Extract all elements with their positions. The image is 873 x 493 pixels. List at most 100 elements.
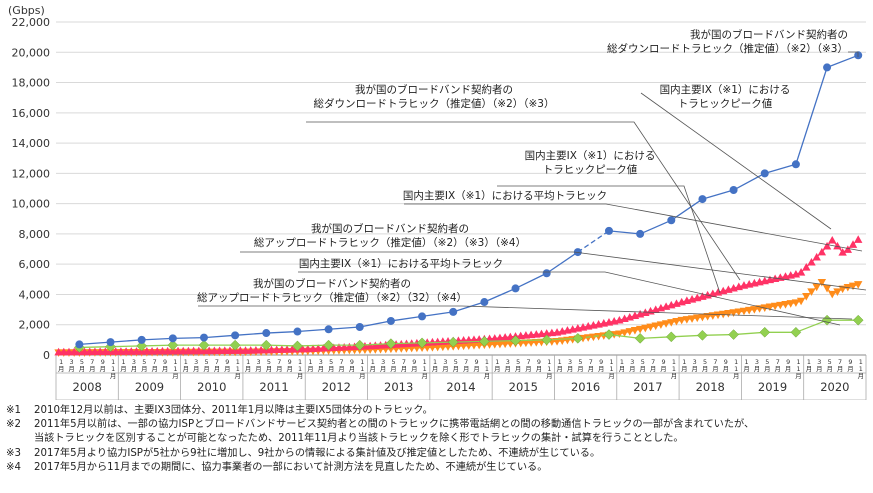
data-point (634, 332, 646, 344)
data-point (625, 328, 634, 336)
year-label: 2016 (571, 380, 600, 394)
data-point (796, 297, 806, 306)
series-segment (390, 315, 423, 322)
series-segment (826, 54, 859, 69)
data-point (848, 282, 858, 291)
data-point (449, 307, 458, 316)
data-point (323, 339, 334, 351)
data-point (438, 343, 448, 352)
data-point (852, 314, 864, 326)
data-point (821, 314, 833, 326)
data-point (584, 334, 593, 342)
annotation-leader-line (306, 121, 741, 281)
data-point (573, 248, 582, 257)
annotation-leader-line (240, 251, 867, 291)
data-point (833, 241, 842, 250)
data-point (447, 336, 459, 348)
data-point (542, 269, 551, 278)
data-point (137, 335, 146, 344)
data-point (490, 341, 499, 349)
data-point (454, 342, 463, 351)
data-point (604, 226, 613, 235)
series-segment (266, 330, 298, 334)
annotation-label: 我が国のブロードバンド契約者の (690, 28, 848, 41)
data-point (229, 339, 241, 351)
data-point (739, 307, 749, 316)
y-unit-label: (Gbps) (8, 4, 45, 17)
year-label: 2015 (509, 380, 538, 394)
series-segment (203, 334, 236, 339)
data-point (729, 186, 738, 195)
data-point (532, 339, 541, 347)
data-point (781, 301, 790, 309)
series-segment (577, 333, 610, 339)
year-label: 2008 (73, 380, 102, 394)
series-segment (328, 326, 360, 330)
data-point (635, 325, 645, 334)
annotation-label: トラヒックピーク値 (678, 97, 773, 110)
data-point (167, 339, 179, 351)
data-point (667, 319, 676, 327)
annotation-label: 総アップロードトラヒック（推定値）（※2）（32）（※4） (197, 291, 467, 304)
data-point (495, 340, 505, 349)
data-point (75, 340, 84, 349)
data-point (641, 324, 650, 333)
series-segment (359, 320, 392, 328)
annotation-label: 国内主要IX（※1）における (660, 83, 791, 96)
data-point (802, 263, 811, 271)
data-point (833, 288, 842, 296)
footnote-3: ※3 2017年5月より協力ISPが5社から9社に増加し、9社からの情報による集計… (6, 447, 868, 461)
data-point (791, 160, 800, 169)
y-tick-label: 2,000 (19, 319, 51, 332)
data-point (510, 335, 521, 346)
series-segment (421, 311, 454, 318)
year-label: 2010 (197, 380, 226, 394)
data-point (656, 321, 666, 329)
data-point (416, 337, 428, 349)
data-point (500, 340, 510, 349)
data-point (260, 339, 272, 351)
footnote-mark: ※2 (6, 419, 22, 431)
traffic-chart: 0 2,000 4,000 6,000 8,000 10,000 12,000 14,000 1… (8, 4, 867, 401)
data-point (698, 313, 707, 322)
data-point (355, 322, 364, 331)
y-tick-label: 0 (43, 349, 50, 362)
series-segment (453, 301, 485, 313)
chart-svg: 0 2,000 4,000 6,000 8,000 10,000 12,000 14,000 1… (8, 4, 867, 401)
data-point (677, 316, 686, 325)
data-point (665, 331, 677, 343)
data-point (385, 338, 397, 350)
annotation-label: 総アップロードトラヒック（推定値）（※2）（※3）（※4） (254, 236, 526, 249)
year-label: 2017 (633, 380, 662, 394)
data-point (433, 343, 442, 352)
annotation-label: 我が国のブロードバンド契約者の (253, 277, 411, 290)
